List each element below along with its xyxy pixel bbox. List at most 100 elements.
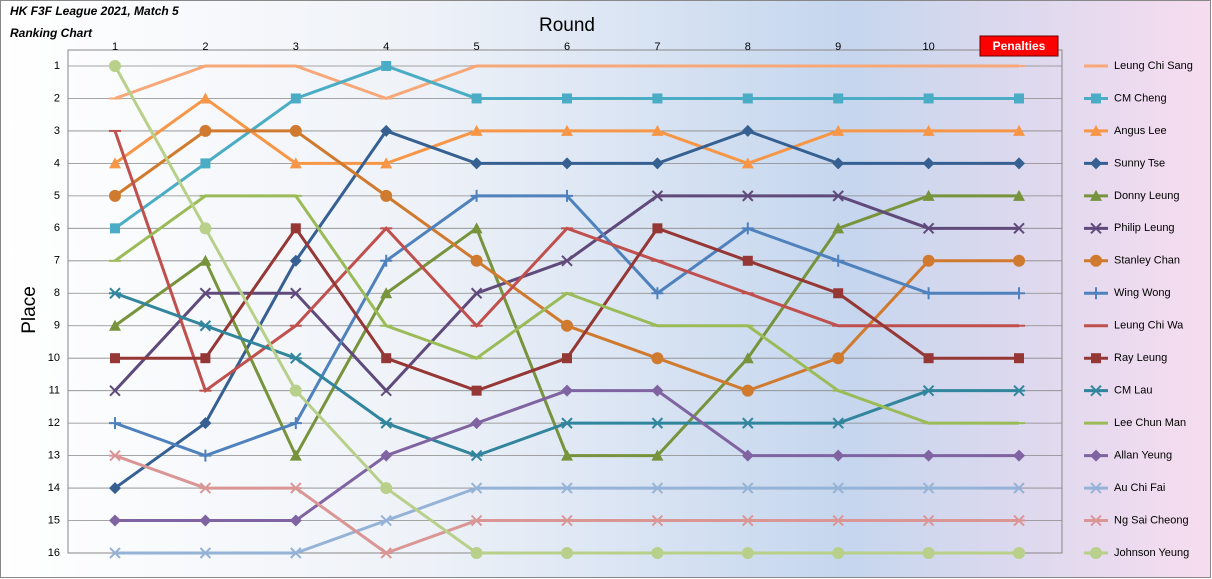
marker (470, 222, 483, 234)
chart-title: HK F3F League 2021, Match 5 (10, 4, 179, 18)
marker (651, 352, 664, 365)
marker (832, 157, 845, 170)
marker (1013, 189, 1025, 201)
y-tick-label: 11 (49, 385, 60, 397)
y-axis-title: Place (19, 286, 40, 334)
marker (109, 384, 121, 397)
marker (561, 482, 573, 494)
marker (832, 547, 845, 559)
x-tick-label: 4 (383, 41, 389, 53)
marker (380, 254, 393, 267)
series (109, 92, 1025, 169)
marker (741, 417, 754, 429)
marker (561, 384, 573, 397)
marker (1013, 482, 1025, 494)
marker (1013, 124, 1025, 136)
marker (742, 190, 754, 202)
legend-marker (1090, 482, 1102, 494)
marker (832, 222, 845, 234)
marker (561, 124, 573, 136)
legend-label: Ray Leung (1114, 352, 1167, 364)
marker (742, 255, 753, 266)
marker (651, 547, 664, 559)
marker (109, 547, 121, 559)
legend-label: Donny Leung (1114, 190, 1179, 202)
marker (470, 254, 483, 267)
x-axis-title: Round (539, 15, 595, 36)
legend-marker (1090, 449, 1102, 462)
marker (1013, 547, 1025, 559)
marker (651, 384, 664, 397)
y-tick-label: 4 (54, 157, 60, 169)
y-tick-label: 14 (48, 482, 60, 494)
marker (922, 222, 935, 235)
marker (289, 417, 302, 430)
series (109, 189, 1025, 461)
marker (380, 157, 393, 169)
marker (922, 254, 935, 267)
marker (832, 190, 844, 202)
marker (199, 449, 212, 462)
x-tick-label: 5 (474, 41, 480, 53)
legend-marker (1090, 189, 1102, 201)
marker (471, 385, 482, 396)
legend-item: Sunny Tse (1084, 157, 1165, 170)
marker (561, 514, 573, 527)
marker (470, 482, 483, 494)
x-tick-label: 8 (745, 41, 751, 53)
y-tick-label: 13 (48, 450, 60, 462)
penalties-box (979, 35, 1059, 57)
marker (109, 157, 121, 169)
marker (562, 353, 572, 364)
series (109, 64, 1025, 101)
legend-marker (1090, 254, 1102, 267)
marker (651, 482, 664, 494)
marker (109, 417, 121, 430)
marker (289, 157, 302, 169)
marker (109, 287, 121, 299)
legend-label: Angus Lee (1114, 125, 1167, 137)
marker (562, 93, 572, 104)
marker (199, 222, 212, 235)
marker (741, 124, 754, 137)
marker (922, 384, 935, 397)
marker (832, 514, 845, 527)
marker (470, 449, 483, 462)
y-tick-label: 12 (48, 417, 60, 429)
marker (922, 124, 935, 136)
y-tick-label: 15 (48, 514, 60, 526)
marker (290, 93, 301, 104)
legend-marker (1091, 93, 1101, 104)
marker (200, 353, 211, 364)
x-tick-label: 1 (112, 41, 118, 53)
legend-marker (1090, 157, 1102, 170)
marker (289, 254, 302, 267)
marker (110, 353, 120, 364)
legend-marker (1090, 547, 1102, 559)
legend-item: Philip Leung (1084, 222, 1175, 234)
legend-item: Wing Wong (1084, 287, 1171, 300)
marker (290, 223, 301, 234)
series (109, 482, 1025, 559)
y-tick-label: 10 (48, 352, 60, 364)
marker (561, 189, 573, 202)
x-tick-label: 9 (835, 41, 841, 53)
marker (1013, 384, 1025, 397)
legend-item: Allan Yeung (1084, 450, 1172, 462)
marker (922, 514, 935, 527)
marker (741, 514, 754, 527)
marker (199, 287, 212, 299)
series (109, 60, 1025, 559)
marker (199, 124, 212, 137)
marker (742, 482, 754, 494)
marker (1013, 157, 1025, 170)
x-tick-label: 2 (202, 41, 208, 53)
legend-label: Leung Chi Sang (1114, 60, 1193, 72)
marker (1013, 254, 1025, 267)
legend-item: Stanley Chan (1084, 255, 1180, 267)
legend-label: Ng Sai Cheong (1114, 514, 1189, 526)
marker (1013, 514, 1025, 527)
marker (380, 449, 393, 462)
marker (922, 547, 935, 559)
